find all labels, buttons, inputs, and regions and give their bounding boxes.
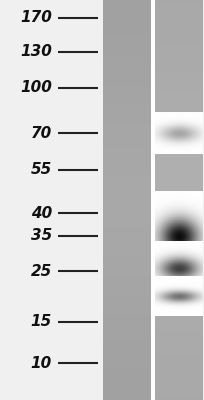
Text: 35: 35 bbox=[31, 228, 52, 244]
Text: 10: 10 bbox=[31, 356, 52, 370]
Text: 55: 55 bbox=[31, 162, 52, 178]
Bar bbox=[155, 0, 203, 400]
Text: 25: 25 bbox=[31, 264, 52, 278]
Text: 40: 40 bbox=[31, 206, 52, 220]
Text: 70: 70 bbox=[31, 126, 52, 140]
Text: 170: 170 bbox=[20, 10, 52, 26]
Text: 15: 15 bbox=[31, 314, 52, 330]
Text: 130: 130 bbox=[20, 44, 52, 60]
Bar bbox=[151, 0, 155, 400]
Bar bbox=[103, 0, 151, 400]
Text: 100: 100 bbox=[20, 80, 52, 96]
